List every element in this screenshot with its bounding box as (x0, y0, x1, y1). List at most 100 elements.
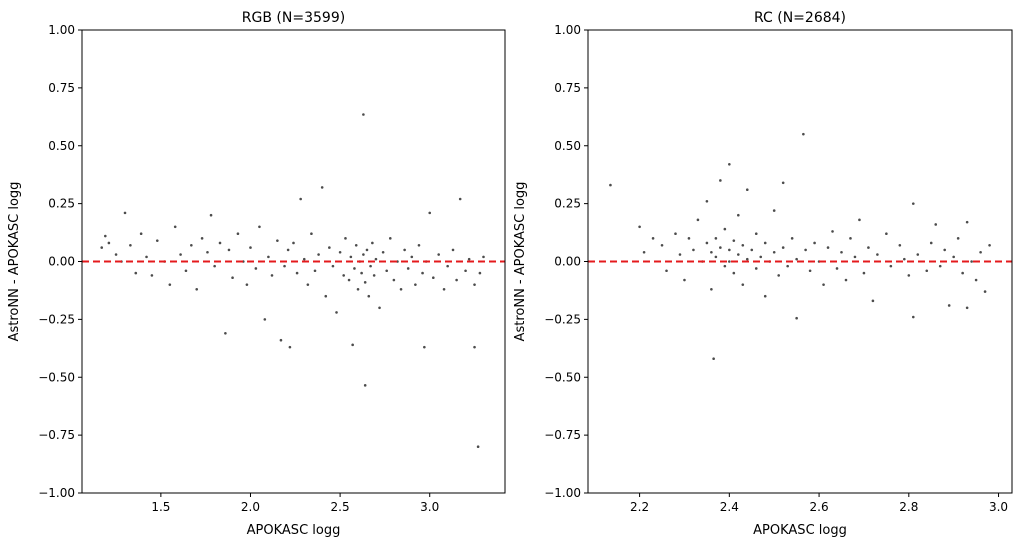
panel-0: RGB (N=3599) 1.5 2.0 2.5 3.0 −1.00 −0.75 −0.50 −… (7, 10, 506, 538)
data-point (331, 264, 335, 268)
data-point (403, 248, 406, 252)
data-point (421, 271, 424, 275)
data-point (728, 260, 731, 263)
data-point (835, 267, 839, 270)
data-point (678, 253, 682, 256)
data-point (360, 271, 363, 275)
data-point (903, 257, 906, 261)
data-point (399, 287, 403, 291)
data-point (254, 267, 258, 270)
data-point (728, 162, 731, 166)
data-point (353, 267, 356, 270)
data-point (317, 253, 320, 256)
data-point (781, 181, 785, 185)
data-point (107, 241, 111, 245)
y-tick-label: 0.50 (554, 139, 581, 153)
data-point (916, 253, 920, 256)
data-point (849, 237, 852, 240)
data-point (862, 271, 866, 275)
data-point (867, 246, 870, 249)
data-point (423, 345, 426, 349)
data-point (150, 274, 154, 277)
data-point (885, 232, 888, 236)
data-point (660, 243, 664, 247)
data-point (195, 287, 199, 291)
data-point (267, 255, 270, 259)
data-point (965, 220, 969, 224)
data-point (363, 281, 367, 284)
data-point (276, 239, 279, 242)
data-point (934, 223, 938, 226)
data-point (342, 274, 345, 277)
data-point (392, 278, 396, 282)
data-point (299, 197, 302, 201)
y-tick-label: 0.50 (48, 139, 75, 153)
data-point (772, 209, 776, 212)
data-point (410, 255, 414, 259)
data-point (609, 183, 612, 187)
data-point (114, 253, 118, 256)
data-point (338, 250, 342, 254)
data-point (741, 283, 745, 286)
data-point (790, 237, 794, 240)
data-point (478, 271, 482, 275)
data-point (710, 287, 713, 291)
data-point (295, 271, 299, 275)
data-point (354, 243, 358, 247)
y-tick-label: −1.00 (544, 486, 581, 500)
data-point (374, 257, 378, 261)
data-point (665, 269, 668, 273)
data-point (279, 338, 283, 342)
y-tick-label: 1.00 (48, 23, 75, 37)
data-point (911, 315, 915, 319)
data-point (288, 345, 292, 349)
data-point (442, 287, 446, 291)
data-point (723, 264, 727, 268)
data-point (947, 304, 951, 307)
data-point (145, 255, 148, 259)
data-point (476, 445, 480, 449)
data-point (310, 232, 313, 236)
data-point (134, 271, 138, 275)
data-point (759, 255, 763, 259)
data-point (455, 278, 458, 282)
data-point (123, 211, 127, 215)
data-point (306, 283, 310, 286)
data-point (363, 384, 367, 387)
data-point (432, 276, 435, 280)
data-point (826, 246, 830, 249)
data-point (473, 283, 476, 286)
data-point (362, 113, 365, 116)
data-point (712, 357, 715, 361)
data-point (179, 253, 182, 256)
data-point (184, 269, 188, 273)
data-point (473, 345, 476, 349)
data-point (952, 255, 955, 259)
data-point (956, 237, 960, 240)
data-point (786, 264, 789, 268)
data-point (822, 283, 825, 286)
data-point (190, 243, 193, 247)
data-point (754, 232, 758, 236)
data-point (804, 248, 807, 252)
data-point (356, 287, 360, 291)
data-point (292, 241, 295, 245)
x-tick-label: 2.8 (899, 500, 918, 514)
data-point (458, 197, 462, 201)
data-point (732, 271, 736, 275)
data-point (464, 269, 467, 273)
data-point (258, 225, 261, 229)
data-point (728, 248, 731, 252)
data-point (328, 246, 331, 249)
y-tick-label: −0.25 (544, 312, 581, 326)
data-point (651, 237, 655, 240)
data-point (840, 250, 843, 254)
data-point (808, 269, 812, 273)
y-tick-label: −0.50 (38, 370, 75, 384)
data-point (139, 232, 143, 236)
y-tick-label: −0.75 (38, 428, 75, 442)
data-point (719, 246, 722, 249)
data-point (795, 316, 798, 320)
data-point (858, 218, 861, 222)
data-point (365, 248, 369, 252)
